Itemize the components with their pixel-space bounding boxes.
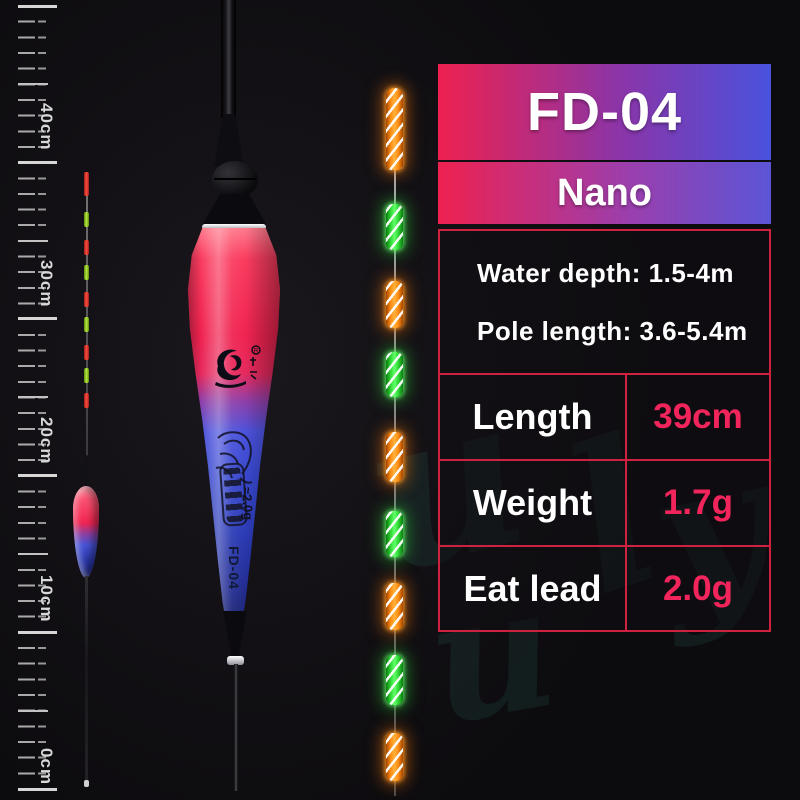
water-depth-text: Water depth: 1.5-4m [477, 257, 735, 288]
spec-table: Water depth: 1.5-4m Pole length: 3.6-5.4… [438, 229, 771, 632]
spec-value: 2.0g [662, 569, 734, 608]
model-title: FD-04 [438, 64, 771, 160]
big-float-neck [214, 114, 244, 166]
ruler-mid-tick [18, 710, 48, 712]
spec-value: 1.7g [662, 483, 734, 522]
glow-segment-orange [386, 583, 403, 630]
ruler-minor-ticks [18, 5, 35, 795]
glow-segment-orange [386, 432, 403, 482]
ruler-major-tick [18, 788, 57, 791]
ruler-major-tick [18, 631, 57, 634]
big-float-silver-ring [202, 224, 266, 230]
ruler-mid-tick [18, 83, 48, 85]
brand-logo: R [215, 345, 261, 388]
glow-segment-green [386, 352, 403, 397]
spec-label: Length [440, 375, 627, 459]
float-weight-marking: ≈2.0g [239, 486, 256, 521]
spec-row-eat-lead: Eat lead 2.0g [440, 545, 769, 631]
big-float-bottom-ring [227, 656, 244, 665]
ruler-label-10cm: 10cm [37, 575, 56, 623]
ruler-mid-tick [18, 396, 48, 398]
small-float-segment [84, 292, 89, 307]
svg-text:R: R [254, 349, 259, 355]
ruler-major-tick [18, 5, 57, 8]
small-float-segment [84, 345, 89, 360]
glow-segment-green [386, 655, 403, 705]
ruler-label-0cm: 0cm [37, 748, 56, 786]
pole-length-text: Pole length: 3.6-5.4m [477, 315, 748, 346]
ruler-label-20cm: 20cm [37, 417, 56, 465]
small-float-segment [84, 368, 89, 383]
big-float-antenna [221, 0, 236, 118]
ruler-label-40cm: 40cm [37, 103, 56, 151]
glow-segment-orange [386, 733, 403, 781]
small-float-segment [84, 317, 89, 332]
small-float-segment [84, 393, 89, 408]
ruler-major-tick [18, 474, 57, 477]
big-float-shoulder [203, 194, 266, 227]
small-float-body [73, 486, 99, 578]
small-float-collar [82, 455, 91, 488]
glow-segment-orange [386, 88, 403, 170]
ruler-major-tick [18, 161, 57, 164]
spec-label: Eat lead [440, 547, 627, 631]
small-float-segment [84, 265, 89, 280]
small-float-tip [84, 780, 89, 787]
ruler-label-30cm: 30cm [37, 260, 56, 308]
small-float-segment [84, 212, 89, 227]
ruler-mid-tick [18, 553, 48, 555]
big-float-bottom-cone [223, 611, 247, 659]
spec-row-length: Length 39cm [440, 375, 769, 459]
usage-info: Water depth: 1.5-4m Pole length: 3.6-5.4… [440, 231, 769, 375]
ruler-mid-tick [18, 240, 48, 242]
small-float-segment [84, 240, 89, 255]
series-title: Nano [438, 162, 771, 224]
small-float-stem [85, 576, 88, 782]
spec-label: Weight [440, 461, 627, 545]
spec-value: 39cm [653, 397, 743, 436]
small-float-segment [84, 172, 89, 196]
float-model-marking: FD-04 [226, 546, 242, 590]
small-float-tail [86, 172, 88, 456]
big-float-joint-seam [214, 178, 256, 180]
spec-row-weight: Weight 1.7g [440, 459, 769, 545]
big-float-stem [234, 664, 238, 791]
ruler-minor-ticks [38, 5, 46, 795]
ruler-major-tick [18, 317, 57, 320]
glow-segment-green [386, 511, 403, 557]
glow-segment-green [386, 204, 403, 250]
glow-segment-orange [386, 281, 403, 328]
